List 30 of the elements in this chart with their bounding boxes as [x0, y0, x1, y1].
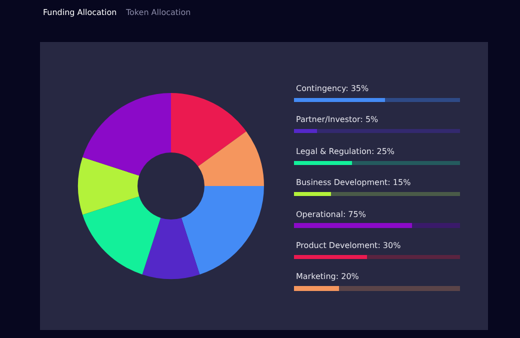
y-tick-label: Legal & Regulation: 25%: [296, 147, 395, 156]
y-tick-label: Marketing: 20%: [296, 272, 360, 281]
bar: [294, 98, 385, 102]
text: Funding Allocation: [43, 8, 117, 17]
donut-slice: [171, 93, 246, 166]
bar: [294, 192, 331, 196]
bar: [294, 161, 352, 165]
bar: [294, 286, 339, 291]
donut-slice: [78, 157, 140, 215]
y-tick-label: Partner/Investor: 5%: [296, 115, 379, 124]
donut-slice: [82, 93, 171, 176]
y-tick-label: Operational: 75%: [296, 210, 366, 219]
donut-slice: [142, 218, 200, 279]
bar: [412, 223, 460, 228]
bar: [331, 192, 460, 196]
bar: [294, 129, 317, 133]
donut-slice: [181, 186, 264, 274]
donut-slice: [82, 196, 161, 274]
y-tick-label: Business Development: 15%: [296, 178, 412, 187]
bar: [294, 255, 367, 259]
text: Token Allocation: [125, 8, 191, 17]
donut-slice: [198, 131, 264, 186]
bar: [339, 286, 460, 291]
y-tick-label: Contingency: 35%: [296, 84, 370, 93]
bar: [385, 98, 460, 102]
bar: [294, 223, 412, 228]
bar: [352, 161, 460, 165]
bar: [317, 129, 460, 133]
y-tick-label: Product Develoment: 30%: [296, 241, 402, 250]
bar: [367, 255, 460, 259]
